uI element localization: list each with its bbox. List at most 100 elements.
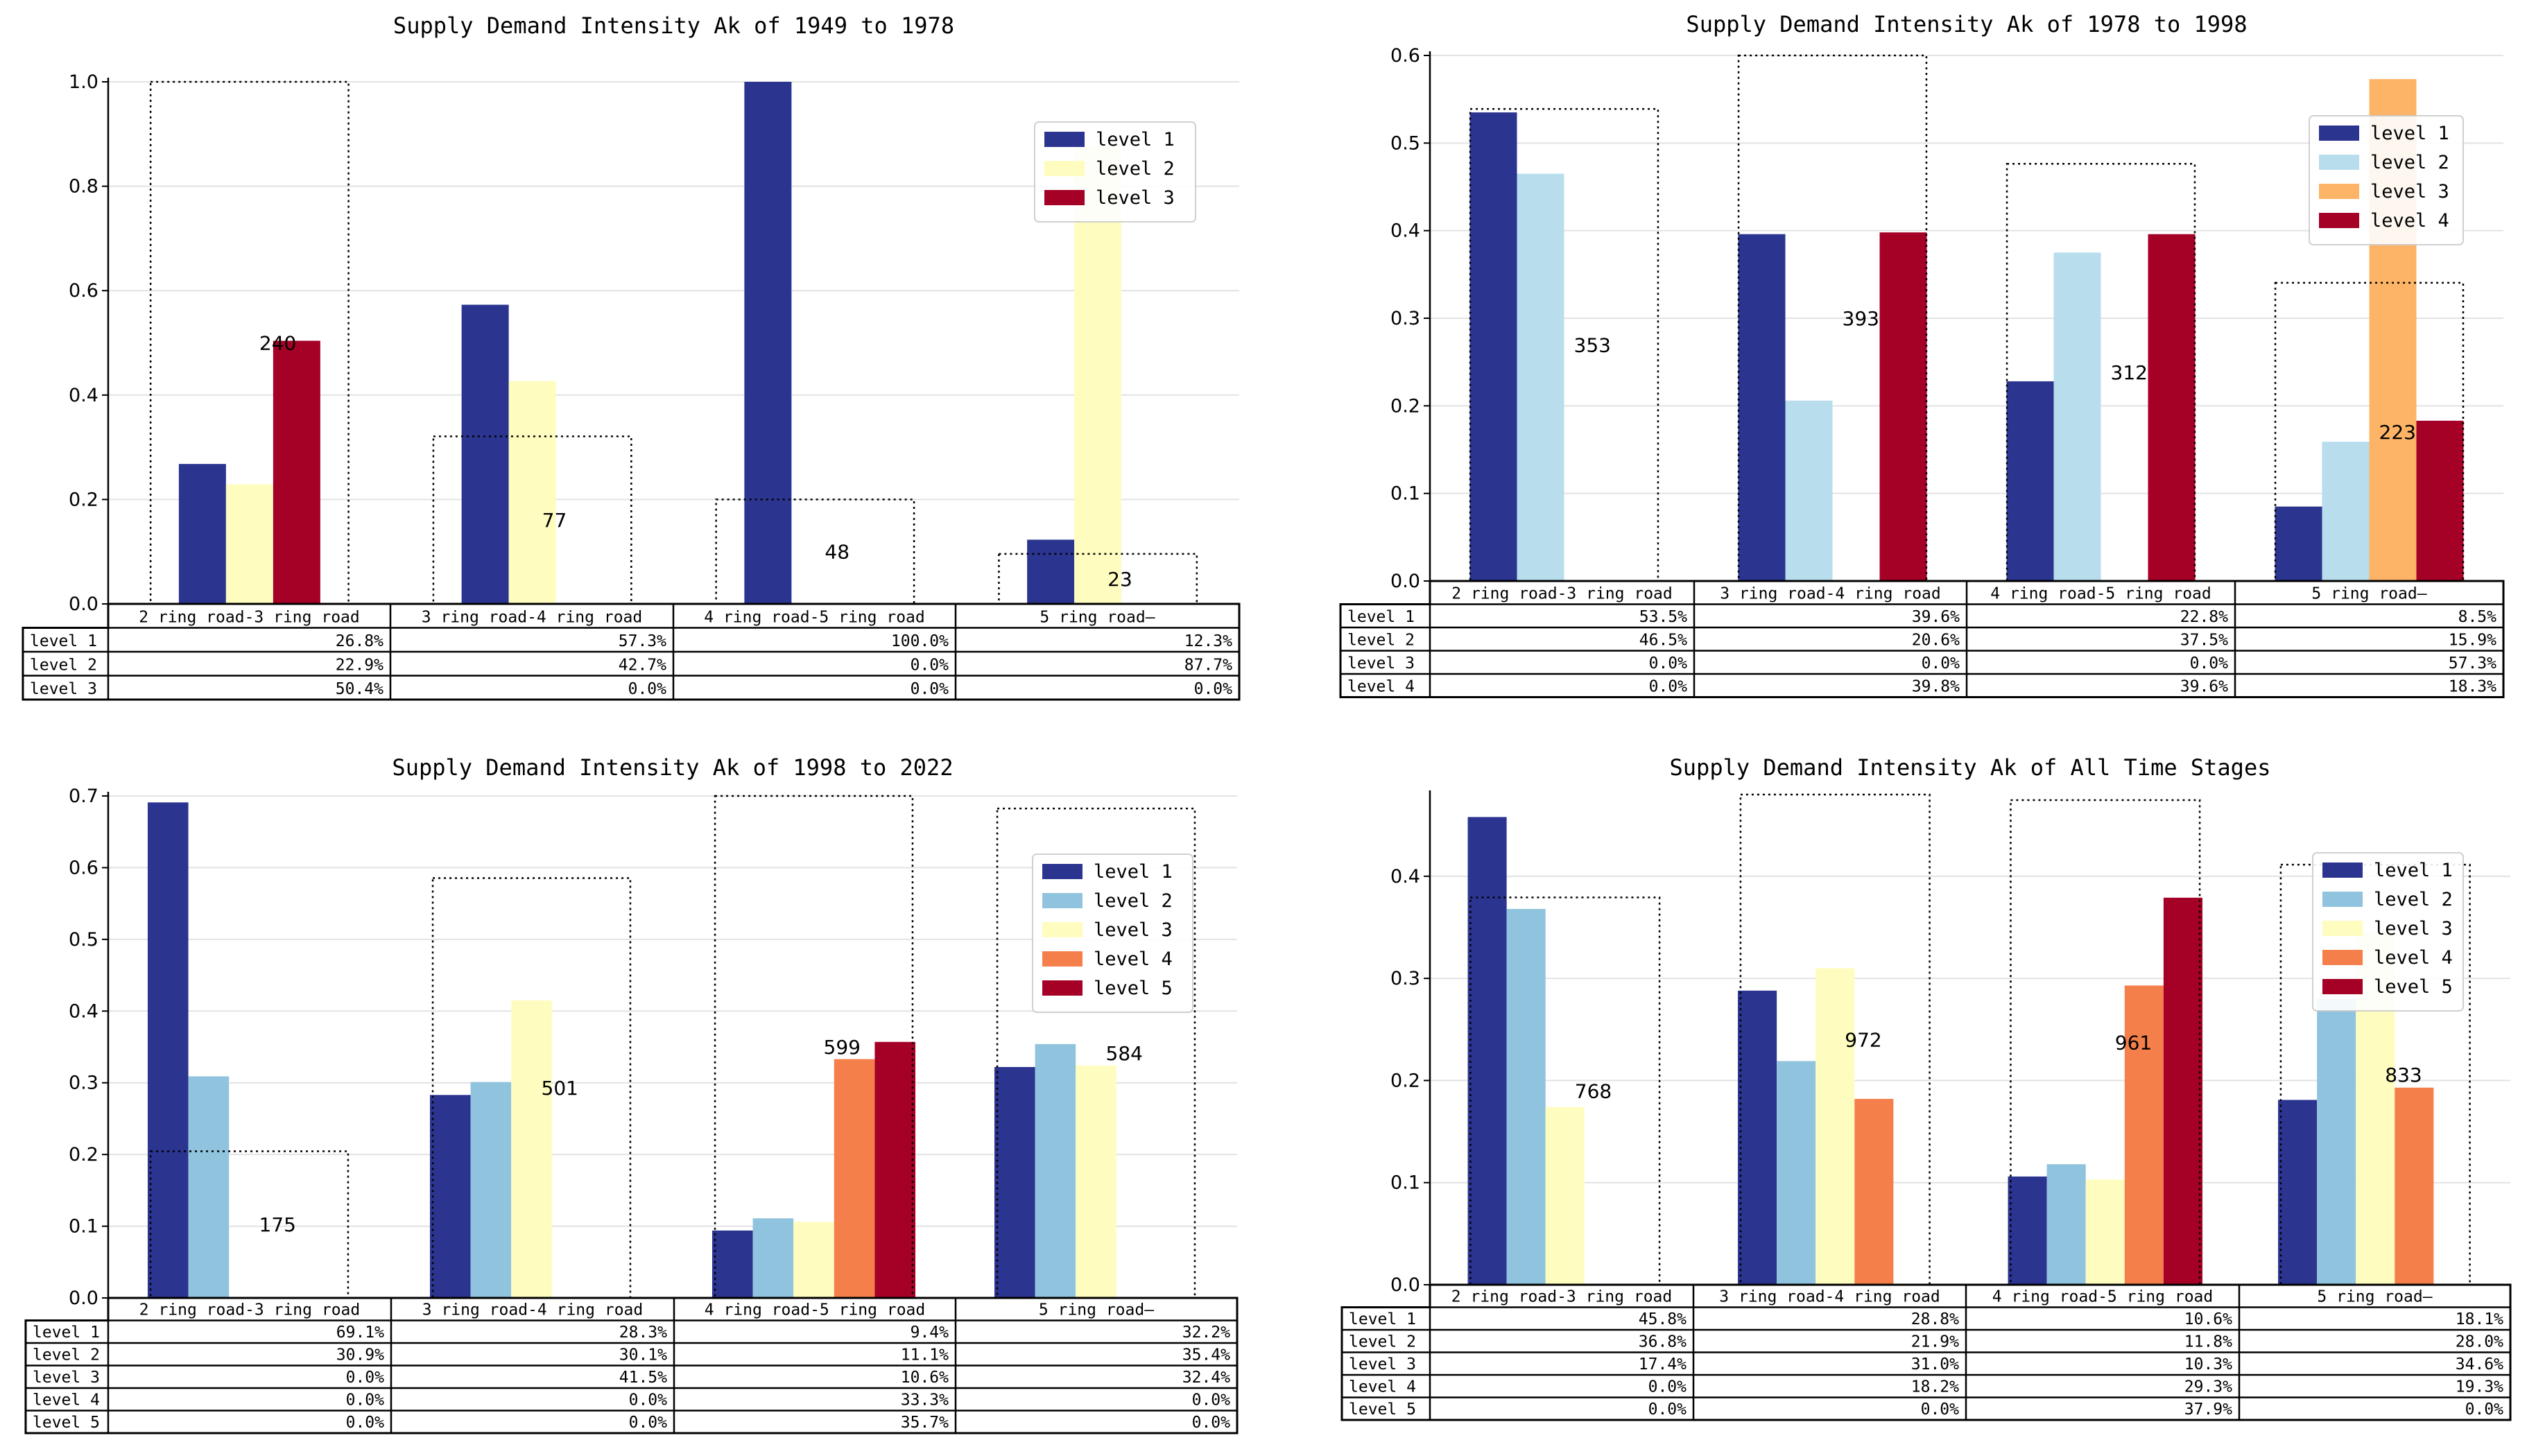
y-tick-label: 0.0 [1390, 571, 1420, 592]
count-label: 23 [1107, 568, 1132, 591]
table-row-label: level 3 [33, 1369, 100, 1387]
y-tick-label: 0.7 [69, 786, 98, 807]
chart-title: Supply Demand Intensity Ak of 1949 to 19… [393, 12, 954, 39]
table-cell: 31.0% [1911, 1355, 1959, 1373]
table-header-cell: 5 ring road— [2317, 1288, 2432, 1306]
table-cell: 0.0% [1649, 678, 1688, 696]
chart-title: Supply Demand Intensity Ak of All Time S… [1670, 754, 2271, 781]
bar [2416, 420, 2464, 581]
table-cell: 20.6% [1912, 632, 1960, 650]
table-row-label: level 3 [1347, 655, 1415, 673]
bar [834, 1059, 875, 1298]
legend-swatch [1042, 864, 1083, 879]
table-row-label: level 2 [1347, 632, 1415, 650]
table-header-cell: 4 ring road-5 ring road [704, 609, 925, 627]
table-row-label: level 2 [1349, 1333, 1416, 1351]
y-tick-label: 0.6 [1390, 45, 1420, 67]
bar [752, 1218, 794, 1298]
table-cell: 34.6% [2456, 1355, 2503, 1373]
table-cell: 0.0% [2190, 655, 2229, 673]
count-box [1469, 896, 1661, 1286]
bar [1076, 1065, 1116, 1298]
bar [178, 464, 226, 604]
table-cell: 22.9% [336, 657, 383, 675]
bar [1035, 1043, 1076, 1298]
legend-swatch [1042, 893, 1083, 908]
table-header-cell: 4 ring road-5 ring road [1990, 585, 2211, 603]
y-tick-label: 0.3 [1390, 968, 1420, 989]
legend-swatch [2322, 950, 2363, 965]
count-box [998, 553, 1198, 605]
y-tick-label: 0.4 [1390, 866, 1420, 887]
table-cell: 35.7% [901, 1414, 949, 1432]
table-cell: 11.8% [2184, 1333, 2232, 1351]
table-cell: 0.0% [1192, 1392, 1231, 1410]
bar [1777, 1061, 1816, 1285]
y-tick-label: 0.6 [69, 280, 98, 302]
y-tick-label: 1.0 [69, 71, 98, 93]
table-header-cell: 3 ring road-4 ring road [422, 1301, 644, 1319]
count-label: 312 [2111, 361, 2148, 384]
table-cell: 9.4% [911, 1324, 949, 1342]
bar [1545, 1107, 1585, 1285]
count-label: 584 [1106, 1042, 1143, 1065]
table-cell: 15.9% [2449, 632, 2496, 650]
table-cell: 21.9% [1911, 1333, 1959, 1351]
bar [188, 1076, 230, 1298]
bar [2046, 1164, 2086, 1285]
y-tick-label: 0.4 [69, 1000, 98, 1022]
legend-frame [2309, 115, 2464, 245]
table-cell: 19.3% [2456, 1378, 2503, 1396]
table-cell: 87.7% [1184, 657, 1232, 675]
legend-label: level 5 [1094, 978, 1173, 999]
table-row-label: level 1 [1349, 1310, 1416, 1328]
legend-label: level 4 [2370, 210, 2449, 232]
table-cell: 0.0% [911, 680, 949, 698]
legend-swatch [2322, 979, 2363, 994]
bar [2006, 381, 2054, 581]
bar [1854, 1098, 1894, 1285]
y-tick-label: 0.4 [69, 385, 98, 406]
table-cell: 17.4% [1639, 1355, 1687, 1373]
legend-swatch [2319, 125, 2359, 141]
table-header-cell: 4 ring road-5 ring road [705, 1301, 926, 1319]
bar [2163, 897, 2202, 1285]
y-tick-label: 0.2 [1390, 1070, 1420, 1091]
legend-swatch [1042, 951, 1083, 967]
count-label: 48 [825, 541, 849, 564]
table-cell: 39.8% [1912, 678, 1960, 696]
count-box [1739, 793, 1931, 1286]
table-cell: 0.0% [911, 657, 949, 675]
table-header-cell: 2 ring road-3 ring road [1451, 1288, 1673, 1306]
bar [1517, 173, 1564, 582]
bar [508, 381, 556, 604]
table-cell: 18.1% [2456, 1310, 2503, 1328]
table-cell: 57.3% [2449, 655, 2496, 673]
table-cell: 69.1% [336, 1324, 384, 1342]
bar [1738, 990, 1777, 1285]
y-tick-label: 0.0 [69, 593, 98, 615]
table-row-label: level 4 [1349, 1378, 1416, 1396]
y-tick-label: 0.2 [1390, 395, 1420, 417]
y-tick-label: 0.5 [1390, 132, 1420, 154]
legend-swatch [2322, 892, 2363, 907]
bar [1469, 112, 1517, 581]
bar [2395, 1087, 2434, 1285]
legend-swatch [1044, 161, 1085, 176]
table-cell: 11.1% [901, 1346, 949, 1364]
table-cell: 57.3% [619, 632, 666, 650]
table-cell: 39.6% [1912, 608, 1960, 626]
table-header-cell: 4 ring road-5 ring road [1992, 1288, 2214, 1306]
table-cell: 100.0% [891, 632, 949, 650]
y-tick-label: 0.3 [69, 1073, 98, 1094]
legend-label: level 1 [2374, 860, 2453, 881]
table-row-label: level 2 [30, 657, 97, 675]
legend-label: level 2 [2374, 889, 2453, 910]
bar [1738, 234, 1786, 581]
bar [874, 1041, 916, 1298]
count-label: 972 [1845, 1029, 1881, 1052]
bar [2278, 1100, 2318, 1285]
table-cell: 0.0% [1922, 655, 1960, 673]
table-row-label: level 4 [33, 1392, 100, 1410]
table-cell: 53.5% [1639, 608, 1687, 626]
